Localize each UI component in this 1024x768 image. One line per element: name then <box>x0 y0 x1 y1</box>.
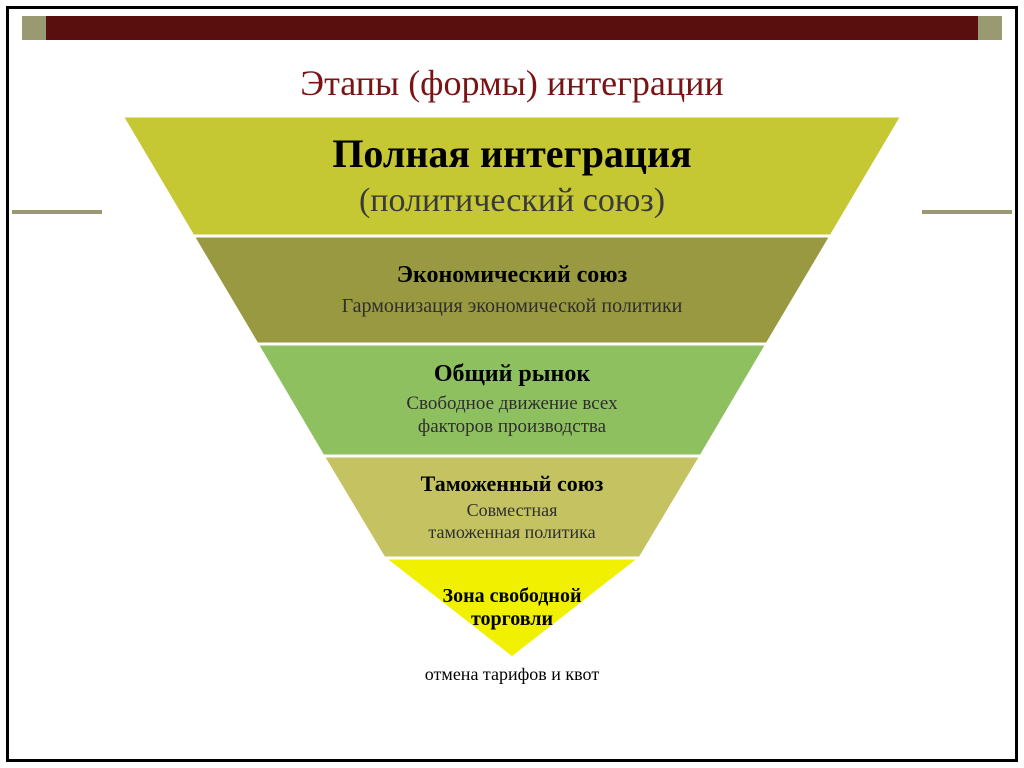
tier-title-0: Полная интеграция <box>332 131 691 177</box>
corner-square-right <box>978 16 1002 40</box>
side-accent-left <box>12 210 102 214</box>
slide-frame: Этапы (формы) интеграции Полная интеграц… <box>0 0 1024 768</box>
funnel-tier-4: Зона свободнойторговли <box>122 558 902 658</box>
funnel-bottom-label: отмена тарифов и квот <box>122 664 902 685</box>
bar-fill <box>46 16 978 40</box>
funnel-tier-0: Полная интеграция(политический союз) <box>122 116 902 236</box>
corner-square-left <box>22 16 46 40</box>
side-accent-right <box>922 210 1012 214</box>
tier-title-3: Таможенный союз <box>421 471 604 496</box>
tier-title-4: Зона свободнойторговли <box>443 585 582 631</box>
tier-title-1: Экономический союз <box>342 262 683 290</box>
slide-title: Этапы (формы) интеграции <box>0 62 1024 104</box>
tier-subtitle-2: Свободное движение всехфакторов производ… <box>406 393 617 439</box>
funnel-tier-1: Экономический союз Гармонизация экономиче… <box>122 236 902 344</box>
tier-subtitle-1: Гармонизация экономической политики <box>342 294 683 318</box>
tier-subtitle-0: (политический союз) <box>332 181 691 222</box>
top-decorative-bar <box>22 16 1002 40</box>
tier-title-2: Общий рынок <box>406 361 617 389</box>
funnel-tier-3: Таможенный союз Совместнаятаможенная поли… <box>122 456 902 558</box>
tier-subtitle-3: Совместнаятаможенная политика <box>421 500 604 543</box>
funnel-tier-2: Общий рынок Свободное движение всехфактор… <box>122 344 902 456</box>
funnel-diagram: Полная интеграция(политический союз)Экон… <box>122 116 902 736</box>
